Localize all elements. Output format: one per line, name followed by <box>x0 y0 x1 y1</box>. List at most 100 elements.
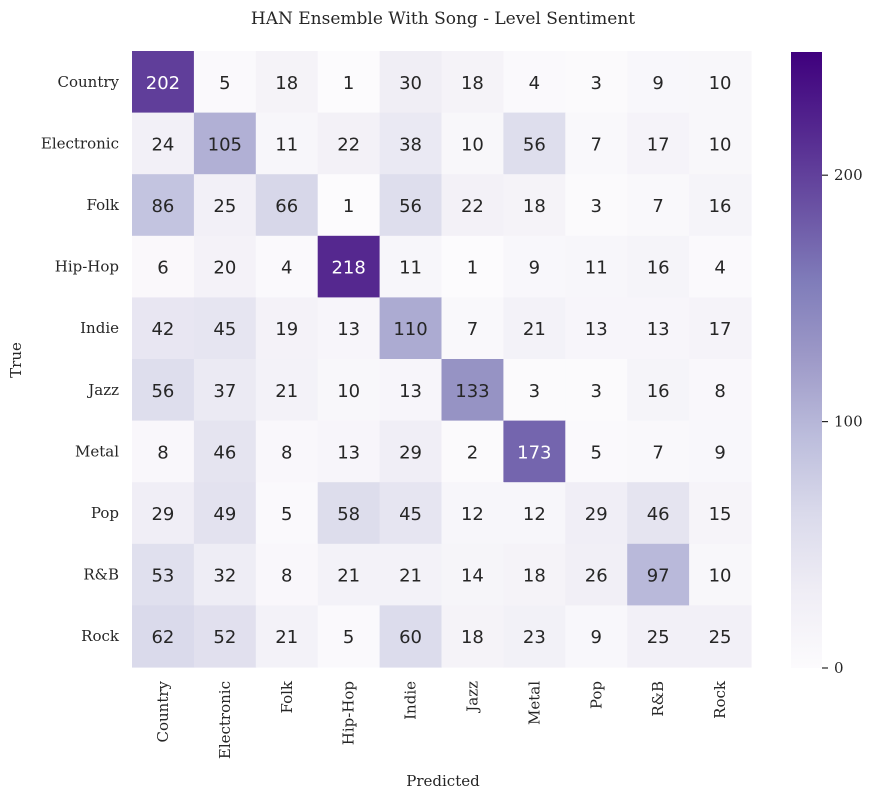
cell-value-label: 13 <box>399 381 422 402</box>
cell-value-label: 49 <box>213 504 236 525</box>
x-tick-labels: Country Electronic Folk Hip-Hop Indie Jazz Met… <box>154 680 729 759</box>
cell-value-label: 10 <box>709 134 732 155</box>
cell-value-label: 8 <box>281 442 292 463</box>
heatmap-cell <box>565 359 628 422</box>
cell-value-label: 4 <box>529 73 540 94</box>
y-tick-label: Metal <box>75 442 119 460</box>
heatmap-cell <box>132 112 195 175</box>
cell-value-label: 25 <box>213 196 236 217</box>
cell-value-label: 4 <box>281 258 292 279</box>
x-tick-label: R&B <box>649 681 667 717</box>
heatmap-cell <box>193 482 257 545</box>
y-tick-label: Hip-Hop <box>55 258 119 276</box>
cell-value-label: 42 <box>151 319 174 340</box>
cell-value-label: 12 <box>523 504 546 525</box>
x-tick-label: Folk <box>278 680 296 713</box>
cell-value-label: 62 <box>151 627 174 648</box>
cell-value-label: 5 <box>591 442 602 463</box>
y-tick-label: Indie <box>80 319 119 337</box>
heatmap-cell <box>565 112 628 175</box>
heatmap-cell <box>565 51 628 114</box>
heatmap-cell <box>193 51 257 114</box>
heatmap-cell <box>565 420 628 483</box>
cell-value-label: 9 <box>591 627 602 648</box>
heatmap-cell <box>689 235 752 298</box>
heatmap-cell <box>255 543 319 606</box>
cell-value-label: 29 <box>399 442 422 463</box>
cell-value-label: 30 <box>399 73 422 94</box>
cell-value-label: 13 <box>337 319 360 340</box>
cell-value-label: 21 <box>275 627 298 648</box>
cell-value-label: 133 <box>455 381 489 402</box>
heatmap-cell <box>627 359 690 422</box>
heatmap-cell <box>565 235 628 298</box>
heatmap-cell <box>379 112 443 175</box>
heatmap-cell <box>255 174 319 237</box>
heatmap-cell <box>379 359 443 422</box>
y-tick-labels: Country Electronic Folk Hip-Hop Indie Jazz Met… <box>41 73 120 645</box>
cell-value-label: 25 <box>647 627 670 648</box>
cell-value-label: 21 <box>337 566 360 587</box>
cell-value-label: 9 <box>652 73 663 94</box>
cell-value-label: 21 <box>399 566 422 587</box>
y-tick-label: R&B <box>83 566 119 584</box>
heatmap-cell <box>689 174 752 237</box>
heatmap-cell <box>441 420 504 483</box>
cell-value-label: 9 <box>529 258 540 279</box>
cell-value-label: 7 <box>591 134 602 155</box>
cell-value-label: 26 <box>585 566 608 587</box>
heatmap-cell <box>255 359 319 422</box>
heatmap-cell <box>689 482 752 545</box>
cell-value-label: 21 <box>275 381 298 402</box>
heatmap-cell <box>441 51 504 114</box>
cell-value-label: 12 <box>461 504 484 525</box>
heatmap-cell <box>503 359 566 422</box>
heatmap-cell <box>689 543 752 606</box>
cell-value-label: 56 <box>151 381 174 402</box>
heatmap-cell <box>379 543 443 606</box>
cell-value-label: 3 <box>591 73 602 94</box>
cell-value-label: 16 <box>647 381 670 402</box>
x-tick-label: Pop <box>587 681 605 709</box>
heatmap-cell <box>441 543 504 606</box>
heatmap-cell <box>689 359 752 422</box>
cell-value-label: 19 <box>275 319 298 340</box>
heatmap-cell <box>379 420 443 483</box>
cell-value-label: 11 <box>399 258 422 279</box>
cell-value-label: 11 <box>275 134 298 155</box>
cell-value-label: 53 <box>151 566 174 587</box>
heatmap-cell <box>317 174 381 237</box>
y-tick-label: Folk <box>86 196 119 214</box>
heatmap-cell <box>132 174 195 237</box>
cell-value-label: 46 <box>213 442 236 463</box>
heatmap-cell <box>441 174 504 237</box>
cell-value-label: 37 <box>213 381 236 402</box>
heatmap-cell <box>379 174 443 237</box>
cell-value-label: 86 <box>151 196 174 217</box>
x-tick-label: Electronic <box>216 681 234 759</box>
heatmap-cell <box>627 482 690 545</box>
cell-value-label: 13 <box>647 319 670 340</box>
cell-value-label: 13 <box>585 319 608 340</box>
heatmap-cell <box>689 605 752 668</box>
heatmap-cell <box>132 420 195 483</box>
cell-value-label: 173 <box>517 442 551 463</box>
heatmap-cell <box>503 605 566 668</box>
heatmap-cell <box>627 297 690 360</box>
cell-value-label: 10 <box>709 566 732 587</box>
heatmap-cell <box>317 112 381 175</box>
heatmap-cell <box>379 605 443 668</box>
colorbar-gradient <box>791 52 822 668</box>
cell-value-label: 13 <box>337 442 360 463</box>
cell-value-label: 16 <box>709 196 732 217</box>
cell-value-label: 56 <box>523 134 546 155</box>
heatmap-cell <box>255 112 319 175</box>
cell-value-label: 17 <box>647 134 670 155</box>
heatmap-cell <box>132 359 195 422</box>
heatmap-cell <box>689 297 752 360</box>
heatmap-cell <box>132 605 195 668</box>
heatmap-cell <box>132 235 195 298</box>
heatmap-cell <box>132 297 195 360</box>
